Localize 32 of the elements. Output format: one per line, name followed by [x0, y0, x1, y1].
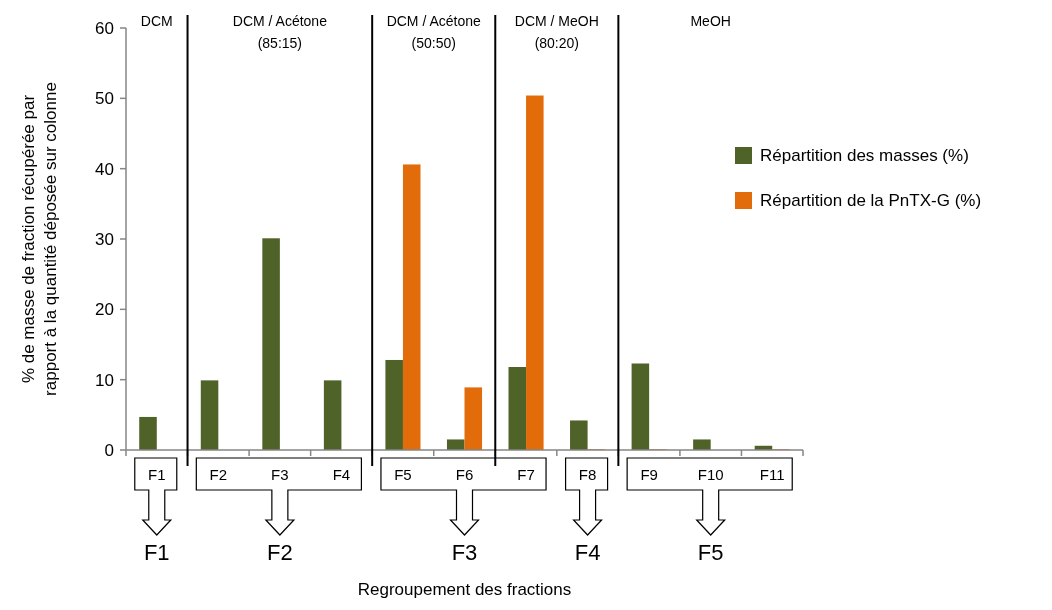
x-tick-label: F9 — [640, 466, 658, 484]
x-tick-label: F3 — [271, 466, 289, 484]
x-tick-label: F11 — [759, 466, 785, 484]
y-tick-label: 50 — [95, 89, 114, 109]
y-tick-label: 0 — [104, 440, 114, 460]
x-tick-label: F7 — [517, 466, 535, 484]
x-tick-label: F6 — [455, 466, 474, 484]
text: F3 — [451, 539, 478, 565]
annotation: MeOH — [690, 13, 731, 29]
text: F4 — [574, 539, 601, 565]
text: F2 — [267, 539, 293, 565]
legend-label: Répartition des masses (%) — [760, 145, 969, 165]
legend-label: Répartition de la PnTX-G (%) — [760, 190, 982, 210]
annotation: DCM / Acétone (85:15) — [232, 13, 328, 51]
annotation: DCM / MeOH (80:20) — [514, 13, 599, 51]
y-tick-label: 60 — [95, 18, 114, 38]
x-tick-label: F2 — [209, 466, 228, 484]
x-tick-label: F1 — [148, 466, 166, 484]
y-tick-label: 40 — [95, 159, 114, 179]
x-tick-label: F5 — [394, 466, 412, 484]
x-tick-label: F4 — [332, 466, 351, 484]
y-axis-title: % de masse de fraction récupérée par rapport à la quantité déposée sur colonne — [19, 82, 60, 396]
y-tick-label: 30 — [95, 229, 114, 249]
x-tick-label: F10 — [697, 466, 724, 484]
x-tick-label: F8 — [578, 466, 597, 484]
text: F5 — [697, 539, 724, 565]
annotation: DCM — [140, 13, 173, 29]
text: F1 — [143, 539, 170, 565]
y-tick-label: 10 — [95, 370, 114, 390]
annotation: DCM / Acétone (50:50) — [386, 13, 482, 51]
text: Regroupement des fractions — [357, 580, 572, 599]
y-tick-label: 20 — [95, 300, 114, 320]
